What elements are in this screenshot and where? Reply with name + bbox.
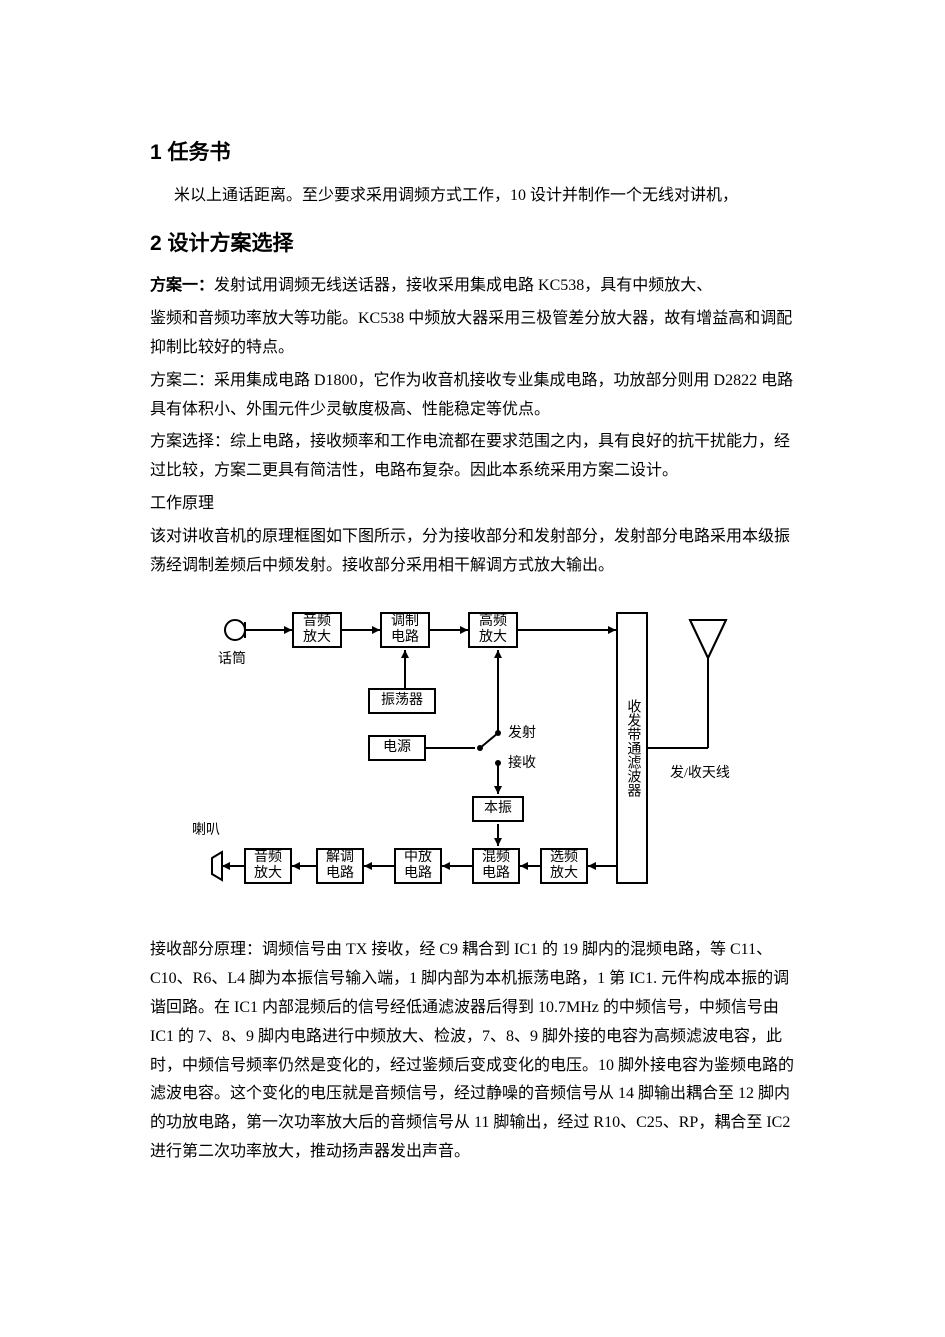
label-antenna: 发/收天线 bbox=[670, 766, 730, 781]
label-mic: 话筒 bbox=[218, 652, 246, 667]
paragraph-plan-select: 方案选择：综上电路，接收频率和工作电流都在要求范围之内，具有良好的抗干扰能力，经… bbox=[150, 428, 795, 486]
paragraph-working-principle-label: 工作原理 bbox=[150, 490, 795, 519]
box-mixer: 混频电路 bbox=[472, 848, 520, 884]
box-oscillator: 振荡器 bbox=[368, 688, 436, 714]
paragraph-task: 米以上通话距离。至少要求采用调频方式工作，10 设计并制作一个无线对讲机， bbox=[150, 182, 795, 211]
paragraph-plan1-cont: 鉴频和音频功率放大等功能。KC538 中频放大器采用三极管差分放大器，故有增益高… bbox=[150, 305, 795, 363]
box-demod: 解调电路 bbox=[316, 848, 364, 884]
paragraph-rx-principle: 接收部分原理：调频信号由 TX 接收，经 C9 耦合到 IC1 的 19 脚内的… bbox=[150, 936, 795, 1166]
section-1-heading: 1 任务书 bbox=[150, 134, 795, 172]
box-hf-amp: 高频放大 bbox=[468, 612, 518, 648]
paragraph-plan1-line1: 方案一：发射试用调频无线送话器，接收采用集成电路 KC538，具有中频放大、 bbox=[150, 272, 795, 301]
paragraph-working-principle: 该对讲收音机的原理框图如下图所示，分为接收部分和发射部分，发射部分电路采用本级振… bbox=[150, 523, 795, 581]
paragraph-plan2: 方案二：采用集成电路 D1800，它作为收音机接收专业集成电路，功放部分则用 D… bbox=[150, 367, 795, 425]
section-2-heading: 2 设计方案选择 bbox=[150, 225, 795, 263]
box-audio-amp-tx: 音频放大 bbox=[292, 612, 342, 648]
block-diagram: 话筒 喇叭 发射 接收 发/收天线 音频放大 调制电路 高频放大 振荡器 电源 … bbox=[220, 608, 750, 908]
box-local-osc: 本振 bbox=[472, 796, 524, 822]
box-audio-amp-rx: 音频放大 bbox=[244, 848, 292, 884]
label-rx: 接收 bbox=[508, 756, 536, 771]
box-sel-amp: 选频放大 bbox=[540, 848, 588, 884]
box-power: 电源 bbox=[368, 735, 426, 761]
plan1-label: 方案一： bbox=[150, 277, 214, 294]
label-tx: 发射 bbox=[508, 726, 536, 741]
plan1-text: 发射试用调频无线送话器，接收采用集成电路 KC538，具有中频放大、 bbox=[214, 277, 712, 294]
box-bandpass-filter: 收发带通滤波器 bbox=[616, 612, 648, 884]
box-modulator: 调制电路 bbox=[380, 612, 430, 648]
box-if-amp: 中放电路 bbox=[394, 848, 442, 884]
label-speaker: 喇叭 bbox=[192, 823, 220, 838]
